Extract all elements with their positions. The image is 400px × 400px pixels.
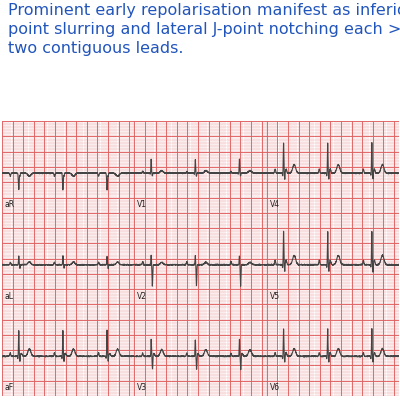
- Text: V4: V4: [270, 200, 280, 209]
- Text: V5: V5: [270, 292, 280, 301]
- Text: V2: V2: [137, 292, 147, 301]
- Text: Prominent early repolarisation manifest as inferior J-
point slurring and latera: Prominent early repolarisation manifest …: [8, 4, 400, 56]
- Text: V1: V1: [137, 200, 147, 209]
- Text: aR: aR: [5, 200, 15, 209]
- Text: aL: aL: [5, 292, 14, 301]
- Text: V6: V6: [270, 383, 280, 392]
- Text: V3: V3: [137, 383, 147, 392]
- Text: aF: aF: [5, 383, 14, 392]
